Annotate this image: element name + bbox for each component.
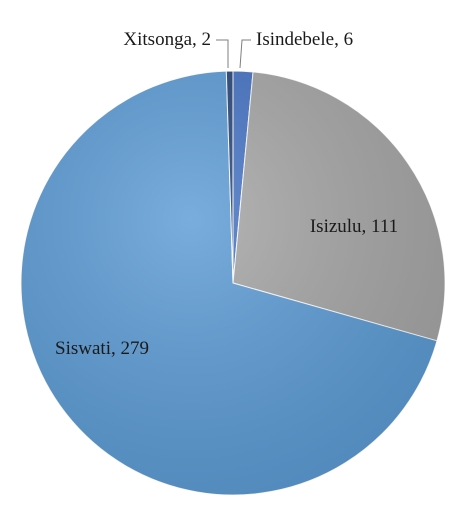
label-xitsonga: Xitsonga, 2 [123,29,211,50]
label-siswati: Siswati, 279 [55,338,149,359]
pie-slices [20,70,446,496]
leader-line-xitsonga [216,39,229,68]
leader-line-isindebele [239,39,251,69]
label-isizulu: Isizulu, 111 [310,216,398,237]
label-isindebele: Isindebele, 6 [256,29,353,50]
